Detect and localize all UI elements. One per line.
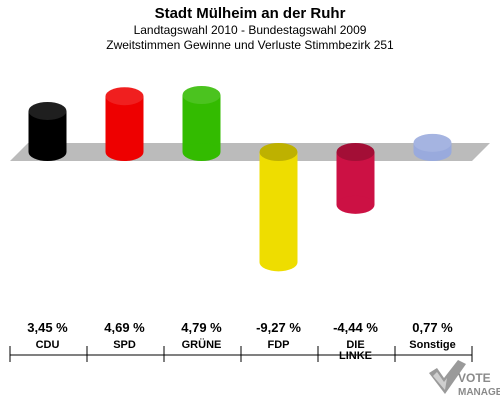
- bar-cdu: [28, 101, 67, 161]
- chart-title: Stadt Mülheim an der Ruhr: [155, 5, 346, 22]
- category-label-sonstige: Sonstige: [409, 339, 455, 351]
- logo-text-vote: VOTE: [458, 371, 491, 385]
- value-label-cdu: 3,45 %: [27, 320, 68, 335]
- logo-text-manager: MANAGER: [458, 387, 500, 398]
- category-ticks-group: [9, 346, 473, 362]
- category-label-gr-ne: GRÜNE: [182, 338, 222, 351]
- bar-spd: [105, 87, 144, 161]
- category-labels-group: CDU SPD GRÜNE FDP DIE LINKE Sonstige: [36, 338, 456, 362]
- value-label-fdp: -9,27 %: [256, 320, 301, 335]
- category-label-spd: SPD: [113, 339, 136, 351]
- chart-subtitle: Landtagswahl 2010 - Bundestagswahl 2009: [134, 23, 367, 37]
- value-label-die-linke: -4,44 %: [333, 320, 378, 335]
- value-label-spd: 4,69 %: [104, 320, 145, 335]
- bar-sonstige: [413, 133, 452, 161]
- bar-die-linke: [336, 143, 375, 214]
- value-label-sonstige: 0,77 %: [412, 320, 453, 335]
- bar-fdp: [259, 143, 298, 272]
- category-label-fdp: FDP: [268, 339, 290, 351]
- chart-subtitle-2: Zweitstimmen Gewinne und Verluste Stimmb…: [106, 38, 394, 52]
- category-label-die-linke: DIE LINKE: [339, 339, 372, 362]
- checkmark-icon: [429, 360, 466, 394]
- value-label-gr-ne: 4,79 %: [181, 320, 222, 335]
- vote-manager-logo: VOTE MANAGER: [429, 360, 500, 398]
- bar-gr-ne: [182, 85, 221, 161]
- bars-group: [28, 85, 452, 272]
- value-labels-group: 3,45 % 4,69 % 4,79 % -9,27 % -4,44 % 0,77 %: [27, 320, 453, 335]
- category-label-cdu: CDU: [36, 339, 60, 351]
